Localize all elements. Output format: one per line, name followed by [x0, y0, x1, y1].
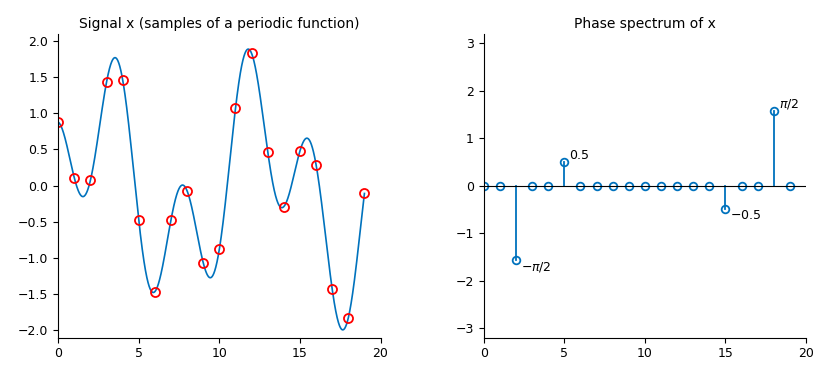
Title: Phase spectrum of x: Phase spectrum of x	[574, 17, 715, 31]
Text: $-\pi/2$: $-\pi/2$	[521, 260, 551, 274]
Title: Signal x (samples of a periodic function): Signal x (samples of a periodic function…	[79, 17, 360, 31]
Text: $-0.5$: $-0.5$	[730, 209, 761, 222]
Text: $\pi/2$: $\pi/2$	[779, 97, 799, 111]
Text: 0.5: 0.5	[569, 149, 589, 162]
